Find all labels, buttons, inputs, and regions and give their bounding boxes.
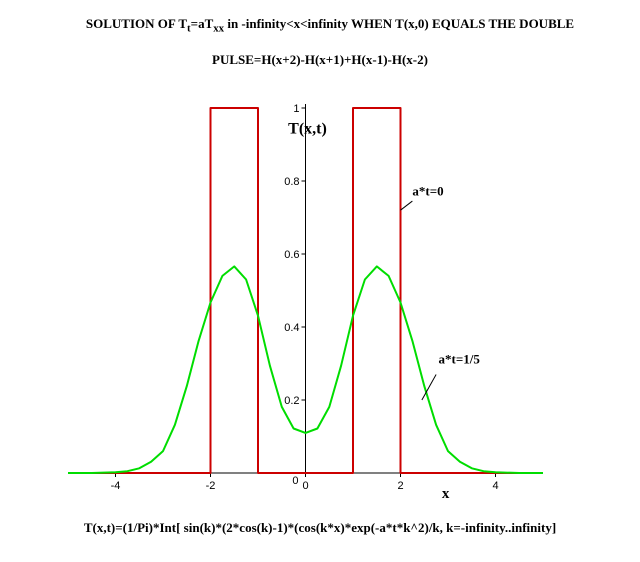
chart-title-line-1: SOLUTION OF Tt=aTxx in -infinity<x<infin… (10, 16, 640, 35)
axes (68, 104, 543, 474)
chart-title-line-2: PULSE=H(x+2)-H(x+1)+H(x-1)-H(x-2) (212, 52, 428, 67)
annotation-leader-at15 (421, 374, 437, 401)
y-tick-label: 1 (293, 103, 299, 115)
y-tick-label: 0.2 (284, 395, 299, 407)
x-tick-label: -2 (206, 480, 216, 492)
y-tick-label: 0.4 (284, 322, 299, 334)
title-text-2: =aT (190, 16, 214, 31)
title-text-1: SOLUTION OF T (85, 16, 188, 31)
formula-caption: T(x,t)=(1/Pi)*Int[ sin(k)*(2*cos(k)-1)*(… (83, 520, 557, 535)
title-subscript-t: t (187, 22, 191, 35)
x-axis-label: x (442, 486, 450, 502)
annotations: a*t=0 a*t=1/5 (400, 184, 481, 401)
series-layer (68, 107, 543, 474)
series-line-diffused (68, 265, 543, 474)
y-tick-label: 0.6 (284, 249, 299, 261)
x-tick-label: 4 (492, 480, 498, 492)
x-tick-label: 2 (397, 480, 403, 492)
x-ticks: -4 -2 0 2 4 0 (111, 473, 499, 492)
y-ticks: 0.2 0.4 0.6 0.8 1 (284, 103, 306, 407)
title-subscript-xx: xx (213, 22, 225, 35)
y-tick-label: 0.8 (284, 176, 299, 188)
title-text-3: in -infinity<x<infinity WHEN T(x,0) EQUA… (224, 16, 575, 31)
annotation-at0: a*t=0 (412, 184, 443, 199)
y-axis-label: T(x,t) (288, 121, 327, 138)
annotation-at15: a*t=1/5 (439, 352, 481, 367)
annotation-leader-at0 (400, 200, 413, 211)
origin-label: 0 (292, 475, 298, 487)
series-line-initial-pulse (68, 107, 543, 474)
x-tick-label: 0 (302, 480, 308, 492)
x-tick-label: -4 (111, 480, 121, 492)
